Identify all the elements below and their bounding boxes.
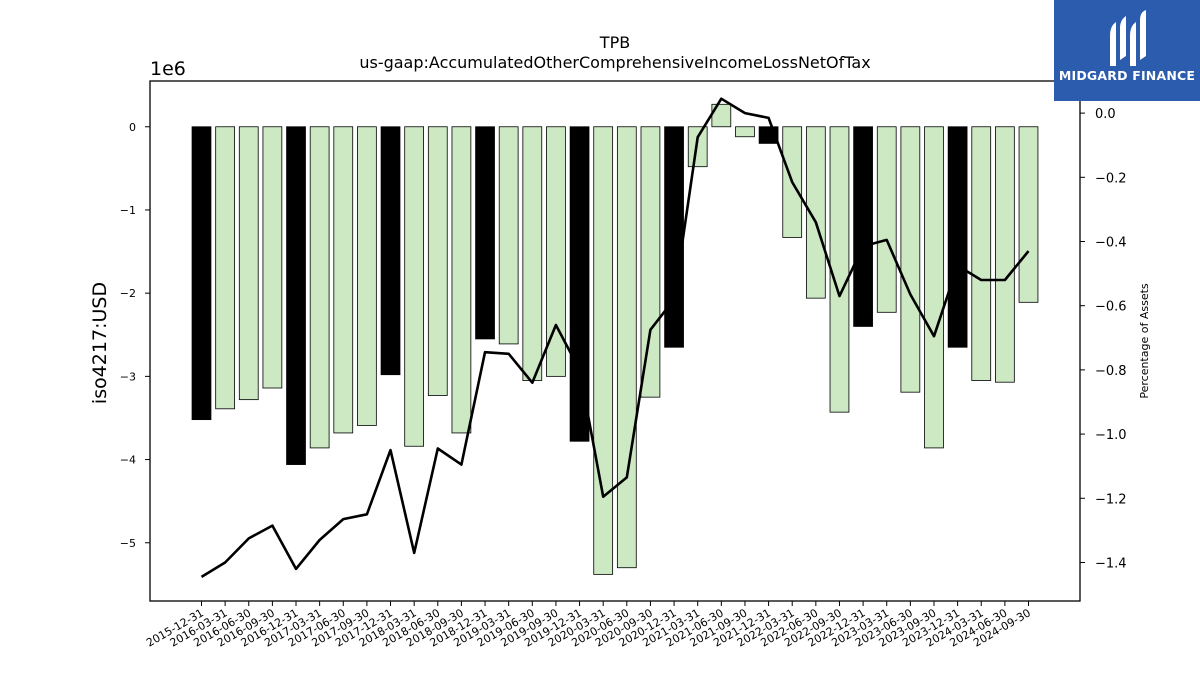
bar <box>357 126 377 426</box>
y-offset-label: 1e6 <box>150 58 186 80</box>
bar <box>475 126 495 340</box>
y2-tick-label: −1.0 <box>1095 428 1127 443</box>
y2-axis-label: Percentage of Assets <box>1138 283 1151 399</box>
bar <box>735 126 755 138</box>
plot-frame <box>149 80 1081 602</box>
bar <box>404 126 425 447</box>
y2-tick-label: −0.8 <box>1095 364 1127 379</box>
bar <box>238 126 259 401</box>
y2-tick-label: −1.4 <box>1095 556 1127 571</box>
logo-text: MIDGARD FINANCE <box>1058 68 1196 83</box>
bar <box>640 126 661 398</box>
bar <box>569 126 590 442</box>
chart-subtitle: us-gaap:AccumulatedOtherComprehensiveInc… <box>359 53 870 72</box>
y-tick-label: −1 <box>120 204 136 217</box>
y-tick-label: 0 <box>129 121 136 134</box>
y-tick-label: −3 <box>120 370 136 383</box>
bar <box>215 126 235 410</box>
midgard-logo-icon <box>1110 10 1146 66</box>
bar <box>546 126 566 377</box>
bar <box>664 126 684 348</box>
x-axis-ticks: 2015-12-312016-03-312016-06-302016-09-30… <box>144 601 1033 650</box>
bar <box>498 126 519 345</box>
bar <box>805 126 826 299</box>
y2-tick-label: 0.0 <box>1095 107 1116 122</box>
bar <box>309 126 330 449</box>
chart-title: TPB <box>599 33 630 52</box>
y2-tick-label: −0.6 <box>1095 300 1127 315</box>
bar <box>853 126 873 327</box>
brand-logo: MIDGARD FINANCE <box>1054 0 1200 101</box>
y-tick-label: −2 <box>120 287 136 300</box>
bar <box>593 126 614 575</box>
bar <box>333 126 354 434</box>
y2-tick-label: −1.2 <box>1095 492 1127 507</box>
y2-axis-ticks: 0.0 −0.2 −0.4 −0.6 −0.8 −1.0 −1.2 −1.4 <box>1080 107 1127 571</box>
bar <box>947 126 968 348</box>
bars-group <box>191 103 1039 575</box>
bar <box>380 126 401 376</box>
y2-tick-label: −0.4 <box>1095 235 1127 250</box>
line-group <box>200 97 1030 579</box>
bar <box>286 126 306 465</box>
bar <box>687 126 708 168</box>
y-axis-ticks: 0 −1 −2 −3 −4 −5 <box>120 121 150 550</box>
bar <box>1018 126 1039 303</box>
y-axis-label: iso4217:USD <box>89 282 111 404</box>
bar <box>900 126 921 393</box>
bar <box>262 126 283 389</box>
bar <box>191 126 212 421</box>
bar <box>451 126 472 434</box>
y-tick-label: −5 <box>120 537 136 550</box>
bar <box>876 126 897 313</box>
bar <box>427 126 448 396</box>
bar <box>522 126 543 381</box>
y2-tick-label: −0.2 <box>1095 171 1127 186</box>
bar <box>924 126 944 449</box>
bar <box>971 126 992 381</box>
bar <box>995 126 1015 383</box>
percentage-line <box>200 97 1030 579</box>
bar <box>829 126 850 413</box>
y-tick-label: −4 <box>120 454 136 467</box>
bar <box>616 126 637 569</box>
